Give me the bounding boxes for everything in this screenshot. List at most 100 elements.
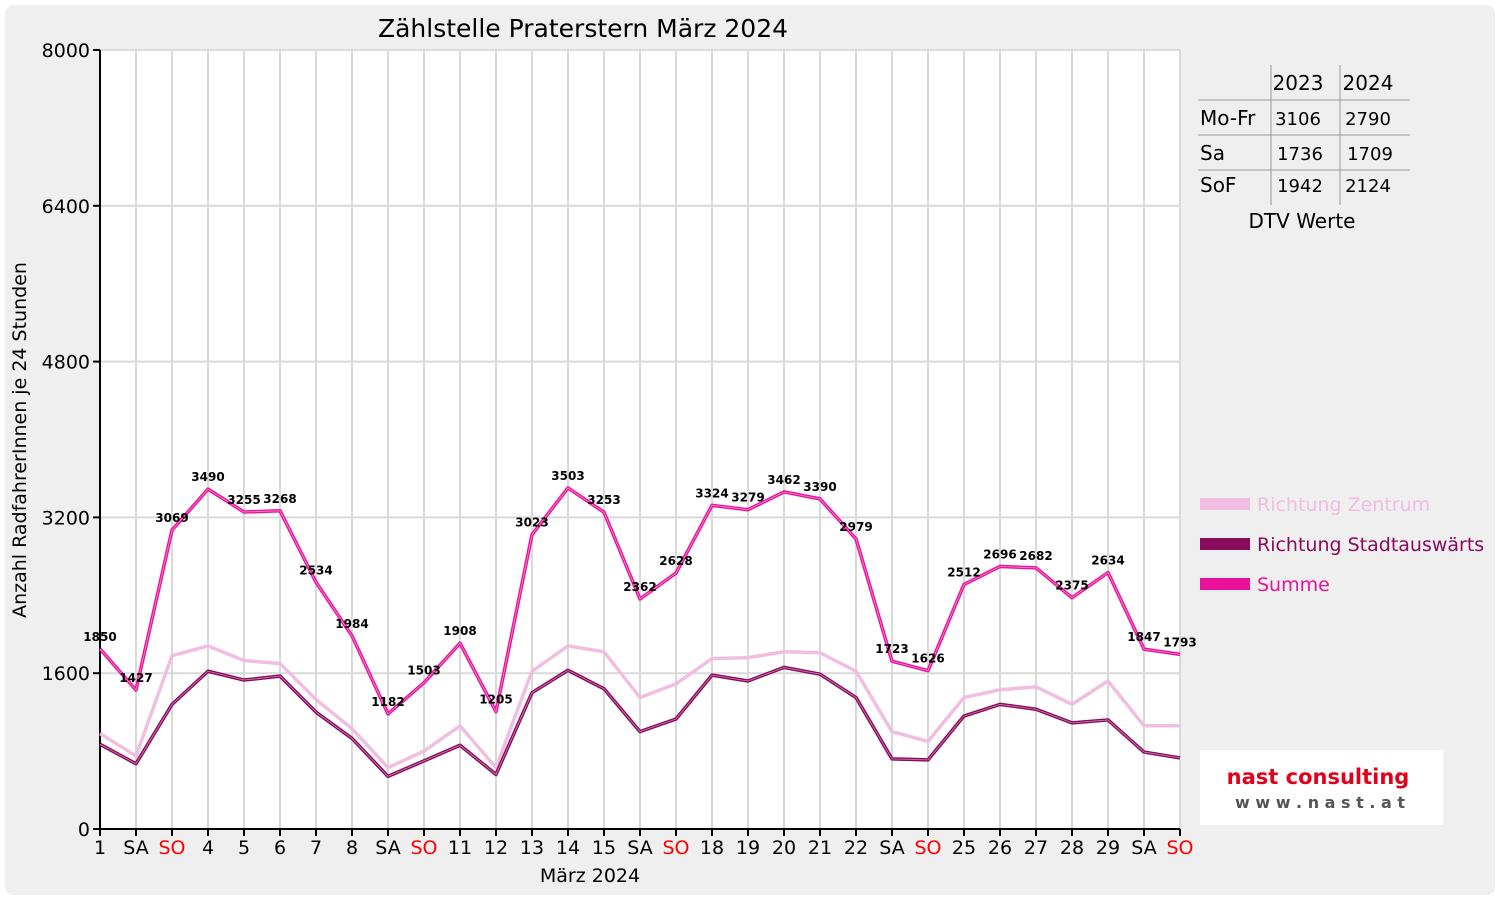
data-label: 3268 — [263, 492, 296, 506]
table-cell: 1942 — [1277, 176, 1323, 197]
legend-label: Summe — [1257, 574, 1330, 596]
table-row-label: Sa — [1200, 141, 1225, 165]
x-tick-label: 14 — [556, 837, 580, 859]
x-tick-label: 7 — [310, 837, 322, 859]
logo-brand-text: nast consulting — [1227, 765, 1410, 789]
logo-background — [1200, 750, 1443, 825]
series-line-richtung-zentrum — [99, 644, 1180, 770]
x-tick-label: 15 — [592, 837, 616, 859]
data-label: 2534 — [299, 563, 332, 577]
data-label: 3490 — [191, 470, 224, 484]
table-cell: 2124 — [1345, 176, 1391, 197]
x-tick-label: 5 — [238, 837, 250, 859]
x-tick-label: SO — [1166, 837, 1193, 859]
x-tick-label: 21 — [808, 837, 832, 859]
legend-swatch — [1200, 498, 1250, 510]
table-cell: 2790 — [1345, 109, 1391, 130]
data-label: 3503 — [551, 469, 584, 483]
y-tick-label: 3200 — [42, 507, 90, 529]
x-tick-label: 18 — [700, 837, 724, 859]
data-label: 1182 — [371, 695, 404, 709]
x-axis-label: März 2024 — [540, 865, 640, 887]
data-label: 3253 — [587, 493, 620, 507]
chart-title: Zählstelle Praterstern März 2024 — [378, 14, 788, 43]
legend-label: Richtung Stadtauswärts — [1257, 534, 1484, 556]
table-row-label: Mo-Fr — [1200, 106, 1256, 130]
data-label: 3390 — [803, 480, 836, 494]
x-tick-label: 19 — [736, 837, 760, 859]
x-tick-label: SA — [1131, 837, 1156, 859]
y-tick-label: 0 — [78, 819, 90, 841]
data-label: 2634 — [1091, 554, 1124, 568]
data-label: 2362 — [623, 580, 656, 594]
x-tick-label: 13 — [520, 837, 544, 859]
data-label: 1984 — [335, 617, 368, 631]
legend-label: Richtung Zentrum — [1257, 494, 1430, 516]
x-tick-label: SA — [879, 837, 904, 859]
x-tick-label: SA — [123, 837, 148, 859]
data-label: 1427 — [119, 671, 152, 685]
data-label: 3255 — [227, 493, 260, 507]
series-lines — [98, 486, 1181, 779]
table-cell: 1709 — [1347, 144, 1393, 165]
table-cell: 3106 — [1275, 109, 1321, 130]
data-label: 2628 — [659, 554, 692, 568]
series-line-highlight — [99, 666, 1181, 777]
x-tick-label: SA — [627, 837, 652, 859]
legend-swatch — [1200, 538, 1250, 550]
grid — [100, 49, 1181, 829]
table-header-2024: 2024 — [1343, 71, 1394, 95]
x-tick-label: 8 — [346, 837, 358, 859]
data-label: 3279 — [731, 491, 764, 505]
x-tick-label: SA — [375, 837, 400, 859]
data-label: 1205 — [479, 693, 512, 707]
x-tick-label: 28 — [1060, 837, 1084, 859]
data-label: 3069 — [155, 511, 188, 525]
y-tick-label: 8000 — [42, 40, 90, 62]
data-label: 1850 — [83, 630, 116, 644]
x-tick-label: 6 — [274, 837, 286, 859]
x-tick-label: 20 — [772, 837, 796, 859]
dtv-table: 2023 2024 Mo-Fr 3106 2790 Sa 1736 1709 S… — [1198, 65, 1410, 233]
y-tick-label: 6400 — [42, 196, 90, 218]
data-label: 1723 — [875, 642, 908, 656]
table-row-label: SoF — [1200, 173, 1236, 197]
data-label: 2696 — [983, 547, 1016, 561]
x-tick-label: 26 — [988, 837, 1012, 859]
data-label: 3023 — [515, 516, 548, 530]
data-label: 3462 — [767, 473, 800, 487]
legend-swatch — [1200, 578, 1250, 590]
legend: Richtung Zentrum Richtung Stadtauswärts Su… — [1200, 494, 1484, 596]
series-line-highlight — [99, 487, 1181, 715]
data-label: 1503 — [407, 664, 440, 678]
x-tick-label: 12 — [484, 837, 508, 859]
x-tick-label: SO — [158, 837, 185, 859]
y-tick-label: 4800 — [42, 352, 90, 374]
data-label: 3324 — [695, 486, 728, 500]
data-label: 2375 — [1055, 579, 1088, 593]
x-tick-label: SO — [662, 837, 689, 859]
x-tick-label: 29 — [1096, 837, 1120, 859]
data-label: 1793 — [1163, 635, 1196, 649]
x-tick-label: SO — [410, 837, 437, 859]
x-tick-label: 11 — [448, 837, 472, 859]
x-tick-label: 25 — [952, 837, 976, 859]
data-label: 1908 — [443, 624, 476, 638]
y-axis-label: Anzahl RadfahrerInnen je 24 Stunden — [9, 262, 31, 618]
x-tick-label: SO — [914, 837, 941, 859]
x-tick-label: 22 — [844, 837, 868, 859]
logo-url-text: w w w . n a s t . a t — [1235, 793, 1405, 812]
company-logo: nast consulting w w w . n a s t . a t — [1200, 750, 1443, 825]
table-caption: DTV Werte — [1249, 209, 1356, 233]
data-label: 2979 — [839, 520, 872, 534]
table-header-2023: 2023 — [1273, 71, 1324, 95]
data-label: 2682 — [1019, 549, 1052, 563]
data-label: 1626 — [911, 652, 944, 666]
data-label: 2512 — [947, 565, 980, 579]
y-tick-label: 1600 — [42, 663, 90, 685]
x-tick-label: 27 — [1024, 837, 1048, 859]
table-cell: 1736 — [1277, 144, 1323, 165]
x-tick-label: 4 — [202, 837, 214, 859]
